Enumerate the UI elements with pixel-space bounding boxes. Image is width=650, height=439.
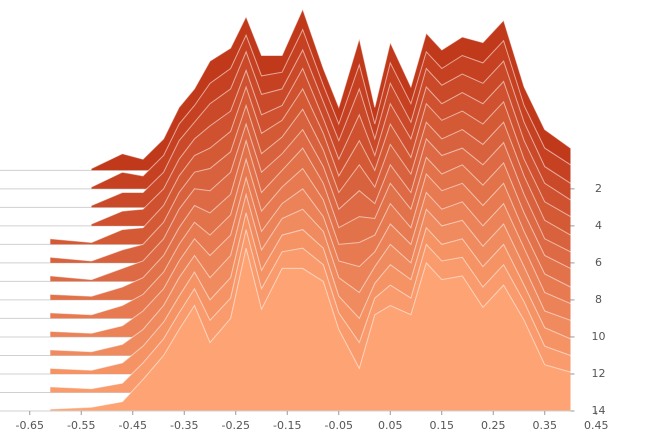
x-tick-label: -0.35 xyxy=(170,419,198,432)
x-tick-label: 0.15 xyxy=(430,419,455,432)
y-tick-label: 14 xyxy=(592,404,606,417)
x-tick-label: -0.55 xyxy=(67,419,95,432)
x-tick-label: 0.05 xyxy=(378,419,403,432)
x-tick-label: -0.45 xyxy=(119,419,147,432)
y-tick-label: 4 xyxy=(595,219,602,232)
x-tick-label: 0.35 xyxy=(533,419,558,432)
x-tick-label: -0.25 xyxy=(222,419,250,432)
y-tick-label: 2 xyxy=(595,182,602,195)
x-tick-label: 0.25 xyxy=(481,419,506,432)
y-tick-label: 12 xyxy=(592,367,606,380)
ridge-outline xyxy=(50,229,571,390)
ridge-outline xyxy=(50,175,571,334)
ridge-outline xyxy=(91,28,571,188)
y-tick-label: 10 xyxy=(592,330,606,343)
y-tick-label: 6 xyxy=(595,256,602,269)
ridge-outline xyxy=(50,192,571,353)
x-tick-label: -0.05 xyxy=(325,419,353,432)
y-tick-label: 8 xyxy=(595,293,602,306)
ridge-outline xyxy=(50,157,571,316)
ridge-outline xyxy=(50,103,571,262)
ridge-outline xyxy=(50,247,571,410)
ridge-outline xyxy=(91,7,571,169)
x-tick-label: 0.45 xyxy=(584,419,609,432)
ridge-outline xyxy=(91,48,571,206)
x-tick-label: -0.15 xyxy=(273,419,301,432)
x-tick-label: -0.65 xyxy=(16,419,44,432)
ridge-area xyxy=(50,248,571,411)
ridge-outline xyxy=(50,212,571,371)
ridge-outline xyxy=(91,67,571,225)
ridge-outline xyxy=(50,85,571,244)
ridge-outline xyxy=(50,122,571,281)
ridge-outline xyxy=(50,138,571,297)
